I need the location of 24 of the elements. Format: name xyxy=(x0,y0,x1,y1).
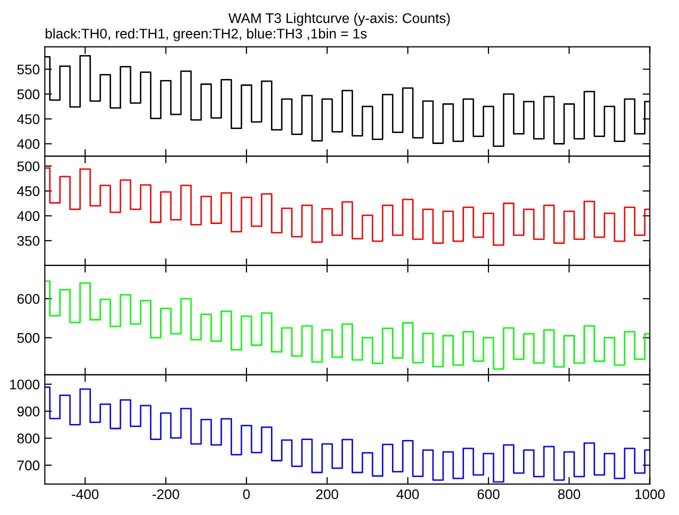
y-tick-label: 700 xyxy=(17,460,40,470)
x-tick-label: 400 xyxy=(396,489,419,500)
y-tick-label: 500 xyxy=(17,333,40,343)
y-tick-label: 400 xyxy=(17,139,40,149)
y-tick-label: 400 xyxy=(17,211,40,221)
y-tick-label: 450 xyxy=(17,114,40,124)
y-tick-label: 500 xyxy=(17,161,40,172)
y-tick-label: 450 xyxy=(17,186,40,196)
x-tick-label: 1000 xyxy=(635,489,665,500)
x-tick-label: 600 xyxy=(478,489,500,500)
y-tick-label: 900 xyxy=(17,406,40,416)
y-tick-label: 350 xyxy=(17,236,40,246)
x-tick-label: 200 xyxy=(316,489,338,500)
chart-title: WAM T3 Lightcurve (y-axis: Counts) xyxy=(228,12,450,26)
x-tick-label: 800 xyxy=(558,489,580,500)
x-tick-label: -200 xyxy=(152,489,180,500)
x-tick-label: -400 xyxy=(72,489,99,500)
x-tick-label: 0 xyxy=(243,489,250,500)
y-tick-label: 550 xyxy=(17,64,40,74)
chart-subtitle: black:TH0, red:TH1, green:TH2, blue:TH3 ,1bin = 1s xyxy=(46,28,367,42)
y-tick-label: 600 xyxy=(17,294,40,304)
y-tick-label: 1000 xyxy=(10,380,40,390)
y-tick-label: 800 xyxy=(17,434,40,444)
y-tick-label: 500 xyxy=(17,89,40,100)
